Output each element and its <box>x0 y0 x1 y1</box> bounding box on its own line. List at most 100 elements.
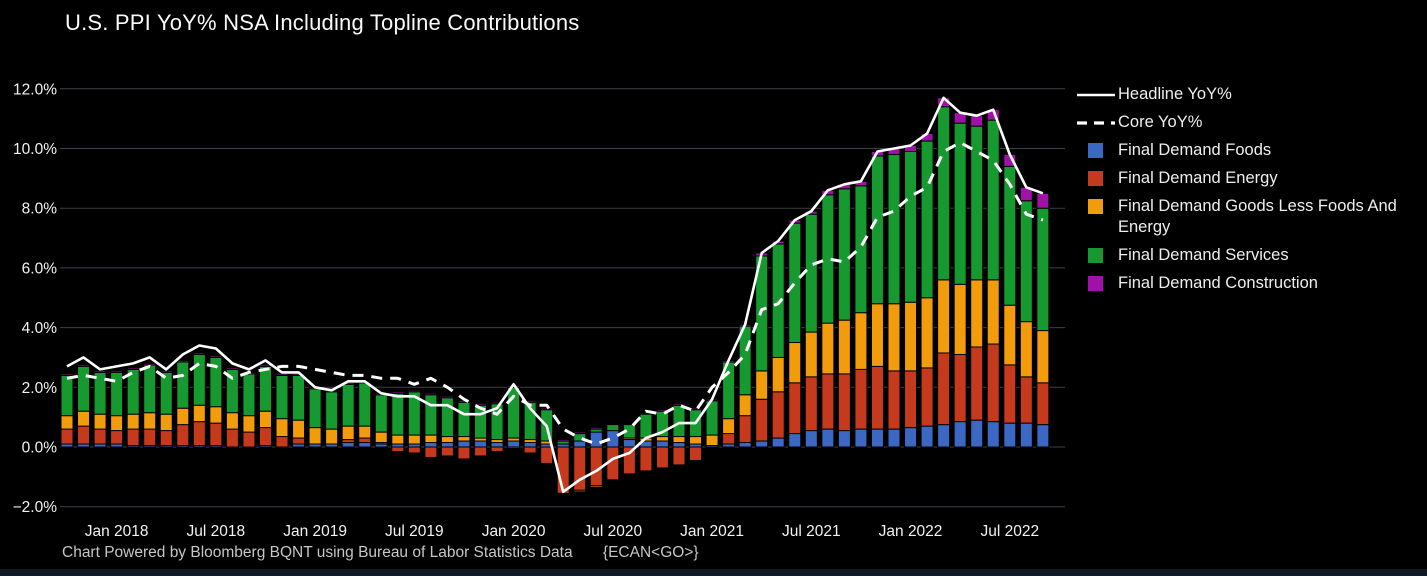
legend-item-core-yoy[interactable]: Core YoY% <box>1076 112 1406 133</box>
chart-legend: Headline YoY% Core YoY% Final Demand Foods… <box>1076 84 1406 301</box>
bar-segment-final-demand-foods <box>507 440 521 448</box>
bar-segment-final-demand-construction <box>556 439 570 442</box>
bar-segment-final-demand-energy <box>242 431 256 448</box>
bar-segment-final-demand-services <box>341 383 355 427</box>
bar-segment-final-demand-foods <box>358 442 372 448</box>
bar-segment-final-demand-goods-less-foods-and-energy <box>887 303 901 372</box>
bar-segment-final-demand-services <box>854 185 868 314</box>
y-axis-tick-label: 10.0% <box>13 141 57 158</box>
bar-segment-final-demand-energy <box>870 365 884 430</box>
y-axis-tick-label: 4.0% <box>22 320 58 337</box>
bar-segment-final-demand-energy <box>738 415 752 444</box>
color-swatch-icon <box>1076 168 1118 189</box>
bar-segment-final-demand-foods <box>573 440 587 448</box>
bar-segment-final-demand-goods-less-foods-and-energy <box>176 407 190 426</box>
bar-segment-final-demand-goods-less-foods-and-energy <box>1019 321 1033 378</box>
bar-segment-final-demand-services <box>937 106 951 281</box>
bar-segment-final-demand-foods <box>622 439 636 448</box>
bar-segment-final-demand-energy <box>176 424 190 447</box>
bar-segment-final-demand-services <box>424 394 438 436</box>
bar-segment-final-demand-construction <box>440 395 454 399</box>
legend-item-final-demand-foods[interactable]: Final Demand Foods <box>1076 140 1406 161</box>
bar-segment-final-demand-services <box>953 122 967 285</box>
bar-segment-final-demand-construction <box>143 362 157 366</box>
bar-segment-final-demand-foods <box>870 428 884 448</box>
legend-item-final-demand-goods-less-foods-and-energy[interactable]: Final Demand Goods Less Foods And Energy <box>1076 196 1406 238</box>
bar-segment-final-demand-construction <box>589 427 603 430</box>
bar-segment-final-demand-goods-less-foods-and-energy <box>573 489 587 493</box>
bar-segment-final-demand-construction <box>391 391 405 394</box>
bar-segment-final-demand-services <box>1036 207 1050 332</box>
solid-line-icon <box>1076 84 1118 105</box>
bar-segment-final-demand-foods <box>672 442 686 448</box>
x-axis-tick-label: Jan 2019 <box>283 523 347 540</box>
bar-segment-final-demand-goods-less-foods-and-energy <box>93 413 107 430</box>
bar-segment-final-demand-services <box>242 373 256 417</box>
bar-segment-final-demand-services <box>606 424 620 432</box>
bar-segment-final-demand-goods-less-foods-and-energy <box>325 428 339 445</box>
bar-segment-final-demand-services <box>1019 200 1033 323</box>
bar-segment-final-demand-goods-less-foods-and-energy <box>821 322 835 375</box>
bar-segment-final-demand-goods-less-foods-and-energy <box>672 436 686 444</box>
bar-segment-final-demand-energy <box>507 446 521 449</box>
bar-segment-final-demand-services <box>837 188 851 321</box>
bar-segment-final-demand-goods-less-foods-and-energy <box>986 279 1000 345</box>
bar-segment-final-demand-energy <box>209 422 223 447</box>
bar-segment-final-demand-goods-less-foods-and-energy <box>440 436 454 444</box>
headline-yoy-line <box>66 96 1044 494</box>
bar-segment-final-demand-energy <box>275 436 289 448</box>
bar-segment-final-demand-foods <box>523 442 537 448</box>
bar-segment-final-demand-goods-less-foods-and-energy <box>589 485 603 488</box>
bar-segment-final-demand-foods <box>1036 424 1050 448</box>
legend-label: Final Demand Goods Less Foods And Energy <box>1118 197 1397 236</box>
y-axis-tick-label: −2.0% <box>13 499 58 516</box>
bar-segment-final-demand-services <box>143 364 157 414</box>
bar-segment-final-demand-energy <box>655 446 669 469</box>
bar-segment-final-demand-construction <box>60 373 74 376</box>
bar-segment-final-demand-foods <box>490 442 504 448</box>
legend-label: Final Demand Construction <box>1118 274 1318 292</box>
bar-segment-final-demand-foods <box>970 419 984 448</box>
bar-segment-final-demand-construction <box>970 115 984 127</box>
bar-segment-final-demand-services <box>970 125 984 281</box>
bar-segment-final-demand-foods <box>440 442 454 448</box>
bar-segment-final-demand-energy <box>407 446 421 454</box>
bar-segment-final-demand-services <box>110 371 124 417</box>
bar-segment-final-demand-goods-less-foods-and-energy <box>1003 304 1017 366</box>
bar-segment-final-demand-services <box>325 391 339 430</box>
x-axis-tick-label: Jan 2022 <box>879 523 943 540</box>
bar-segment-final-demand-goods-less-foods-and-energy <box>837 319 851 375</box>
bar-segment-final-demand-goods-less-foods-and-energy <box>755 370 769 400</box>
legend-item-final-demand-energy[interactable]: Final Demand Energy <box>1076 168 1406 189</box>
dashed-line-icon <box>1076 112 1118 133</box>
bar-segment-final-demand-construction <box>672 403 686 406</box>
bar-segment-final-demand-services <box>440 397 454 438</box>
legend-item-headline-yoy[interactable]: Headline YoY% <box>1076 84 1406 105</box>
bar-segment-final-demand-foods <box>788 433 802 448</box>
bar-segment-final-demand-services <box>986 119 1000 281</box>
bar-segment-final-demand-energy <box>540 446 554 464</box>
bar-segment-final-demand-construction <box>407 389 421 393</box>
bar-segment-final-demand-energy <box>292 437 306 445</box>
bar-segment-final-demand-goods-less-foods-and-energy <box>722 418 736 435</box>
bar-segment-final-demand-energy <box>424 446 438 458</box>
bar-segment-final-demand-services <box>788 222 802 344</box>
bar-segment-final-demand-services <box>258 365 272 412</box>
bar-segment-final-demand-goods-less-foods-and-energy <box>689 436 703 445</box>
bar-segment-final-demand-services <box>639 413 653 439</box>
bar-segment-final-demand-services <box>192 353 206 406</box>
bar-segment-final-demand-foods <box>986 421 1000 448</box>
bar-segment-final-demand-energy <box>60 428 74 445</box>
footer-credit: Chart Powered by Bloomberg BQNT using Bu… <box>62 544 573 561</box>
bar-segment-final-demand-goods-less-foods-and-energy <box>209 406 223 424</box>
bar-segment-final-demand-energy <box>689 446 703 461</box>
y-axis-tick-label: 8.0% <box>22 201 58 218</box>
bar-segment-final-demand-energy <box>457 446 471 460</box>
legend-item-final-demand-construction[interactable]: Final Demand Construction <box>1076 273 1406 294</box>
legend-item-final-demand-services[interactable]: Final Demand Services <box>1076 245 1406 266</box>
bar-segment-final-demand-construction <box>192 352 206 355</box>
bar-segment-final-demand-energy <box>143 428 157 447</box>
bar-segment-final-demand-services <box>672 404 686 438</box>
bar-segment-final-demand-energy <box>358 437 372 444</box>
bar-segment-final-demand-construction <box>209 355 223 358</box>
